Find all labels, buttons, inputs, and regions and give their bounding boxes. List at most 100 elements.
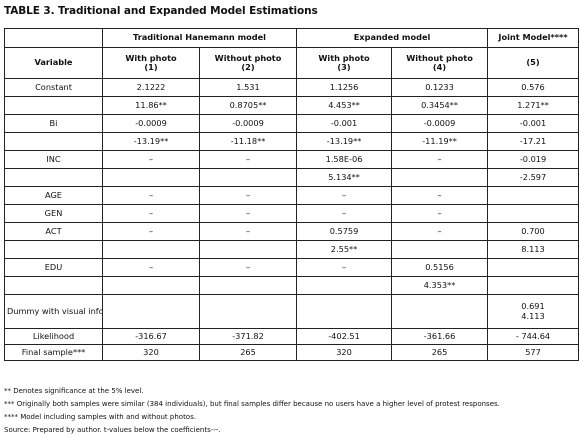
cell [296, 294, 393, 329]
dummy-t-value: 4.113 [521, 310, 545, 321]
header-col-5: (5) [487, 47, 580, 79]
table-row: 2.55** 8.113 [4, 240, 580, 259]
cell: – [102, 258, 200, 277]
cell: -361.66 [391, 328, 489, 345]
table-row: 11.86** 0.8705** 4.453** 0.3454** 1.271*… [4, 96, 580, 115]
cell: -0.001 [296, 114, 393, 133]
cell: 0.3454** [391, 96, 489, 115]
row-label: Final sample*** [4, 344, 103, 361]
table-row-likelihood: Likelihood -316.67 -371.82 -402.51 -361.… [4, 328, 580, 345]
cell: 320 [102, 344, 200, 361]
cell: 1.1256 [296, 78, 393, 97]
cell [102, 240, 200, 259]
cell: -13.19** [296, 132, 393, 151]
table-row: 4.353** [4, 276, 580, 295]
header-col-3-number: (3) [337, 62, 351, 72]
header-col-2-name: Without photo [214, 52, 282, 63]
cell [198, 294, 298, 329]
header-col-1: With photo (1) [102, 47, 200, 79]
cell: – [198, 150, 298, 169]
cell [102, 168, 200, 187]
cell: -0.001 [487, 114, 580, 133]
cell: 8.113 [487, 240, 580, 259]
table-row: EDU – – – 0.5156 [4, 258, 580, 277]
header-traditional-model: Traditional Hanemann model [101, 28, 298, 48]
cell: 0.8705** [198, 96, 298, 115]
row-label: AGE [4, 186, 103, 205]
header-row-groups: Traditional Hanemann model Expanded mode… [4, 28, 580, 48]
cell [198, 168, 298, 187]
cell: 0.576 [487, 78, 580, 97]
cell: 265 [391, 344, 489, 361]
cell: 4.353** [391, 276, 489, 295]
cell: – [198, 222, 298, 241]
cell: -11.18** [198, 132, 298, 151]
header-col-5-number: (5) [526, 57, 540, 68]
header-col-4-name: Without photo [406, 52, 473, 63]
table-title: TABLE 3. Traditional and Expanded Model … [4, 5, 318, 17]
cell: -0.0009 [198, 114, 298, 133]
row-label: INC [4, 150, 103, 169]
row-label: ACT [4, 222, 103, 241]
footnote-significance: ** Denotes significance at the 5% level. [4, 387, 144, 395]
row-label: EDU [4, 258, 103, 277]
header-variable: Variable [4, 47, 103, 79]
table-row: GEN – – – – [4, 204, 580, 223]
dummy-coefficient: 0.691 [521, 301, 545, 311]
row-label [4, 168, 103, 187]
cell: – [391, 150, 489, 169]
cell: 577 [487, 344, 580, 361]
cell: -13.19** [102, 132, 200, 151]
table-row: -13.19** -11.18** -13.19** -11.19** -17.… [4, 132, 580, 151]
footnote-joint-model: **** Model including samples with and wi… [4, 413, 196, 421]
header-col-3-name: With photo [318, 52, 370, 63]
cell: – [296, 258, 393, 277]
cell: 265 [198, 344, 298, 361]
cell [198, 276, 298, 295]
header-col-3: With photo (3) [296, 47, 393, 79]
header-col-4: Without photo (4) [391, 47, 489, 79]
cell: – [198, 186, 298, 205]
cell [296, 276, 393, 295]
table-row: 5.134** -2.597 [4, 168, 580, 187]
table-row: INC – – 1.58E-06 – -0.019 [4, 150, 580, 169]
cell [391, 168, 489, 187]
row-label: Bi [4, 114, 103, 133]
cell: 0.700 [487, 222, 580, 241]
cell: – [391, 204, 489, 223]
table-row-final-sample: Final sample*** 320 265 320 265 577 [4, 344, 580, 361]
cell [391, 294, 489, 329]
table-row: ACT – – 0.5759 – 0.700 [4, 222, 580, 241]
row-label [4, 276, 103, 295]
cell: -0.019 [487, 150, 580, 169]
cell: – [296, 186, 393, 205]
cell [391, 240, 489, 259]
cell: – [198, 258, 298, 277]
cell: -2.597 [487, 168, 580, 187]
cell [102, 276, 200, 295]
cell: – [102, 204, 200, 223]
footnote-source: Source: Prepared by author. t-values bel… [4, 426, 221, 434]
cell [487, 258, 580, 277]
header-col-1-name: With photo [125, 52, 177, 63]
header-row-columns: Variable With photo (1) Without photo (2) … [4, 47, 580, 79]
cell [487, 186, 580, 205]
cell [487, 204, 580, 223]
header-col-4-number: (4) [432, 62, 447, 72]
cell: -0.0009 [102, 114, 200, 133]
cell: – [102, 150, 200, 169]
cell: – [102, 186, 200, 205]
cell-dummy-joint: 0.691 4.113 [487, 294, 580, 329]
table-row: Bi -0.0009 -0.0009 -0.001 -0.0009 -0.001 [4, 114, 580, 133]
row-label [4, 240, 103, 259]
cell: – [296, 204, 393, 223]
cell: 320 [296, 344, 393, 361]
cell [487, 276, 580, 295]
estimation-table: Traditional Hanemann model Expanded mode… [4, 28, 580, 361]
cell: 4.453** [296, 96, 393, 115]
cell: - 744.64 [487, 328, 580, 345]
cell: 0.5156 [391, 258, 489, 277]
cell [102, 294, 200, 329]
header-col-1-number: (1) [144, 62, 158, 72]
